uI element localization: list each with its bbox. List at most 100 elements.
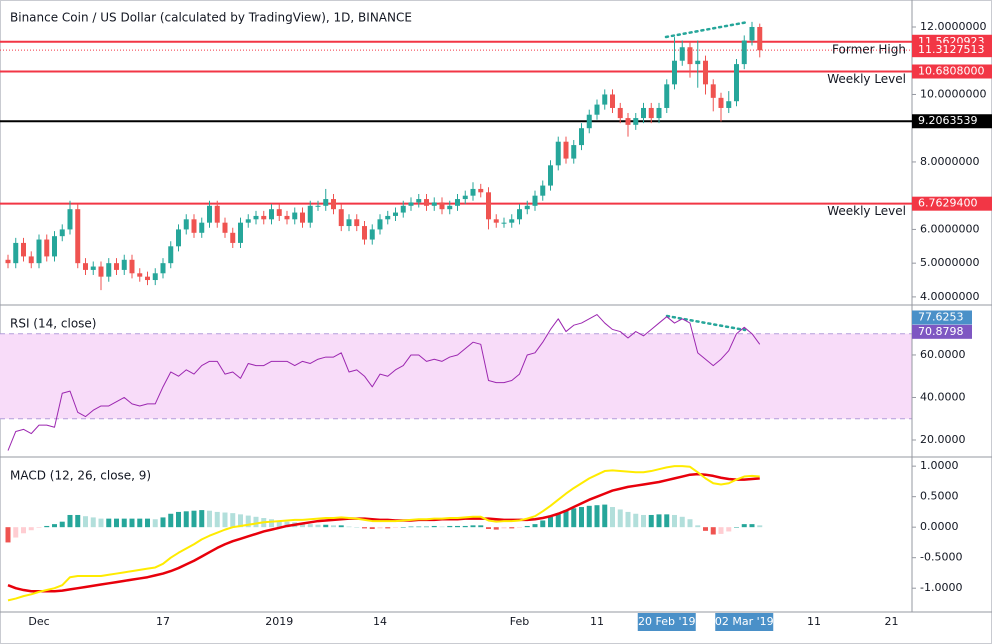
macd-histogram-bar (602, 504, 608, 528)
candle-body (718, 97, 724, 108)
candle-body (679, 47, 685, 61)
candle-body (331, 199, 336, 210)
candle-body (284, 215, 290, 220)
macd-histogram-bar (98, 518, 104, 528)
candle-body (176, 229, 181, 247)
candle-body (532, 195, 538, 206)
candle-body (734, 64, 739, 102)
y-tick-label: 40.0000 (920, 390, 966, 403)
macd-histogram-bar (52, 524, 57, 528)
candle-body (269, 209, 274, 220)
macd-histogram-bar (586, 505, 592, 528)
macd-histogram-bar (307, 524, 313, 528)
y-tick-label: 0.5000 (920, 490, 959, 503)
macd-histogram-bar (331, 525, 336, 528)
macd-histogram-bar (524, 525, 530, 528)
candle-body (238, 222, 243, 243)
macd-histogram-bar (300, 523, 305, 528)
candle-body (346, 219, 352, 227)
macd-histogram-bar (439, 526, 445, 528)
macd-histogram-bar (83, 516, 88, 528)
candle-body (307, 205, 313, 223)
candle-body (408, 202, 414, 206)
candle-body (625, 118, 631, 125)
candle-body (710, 84, 716, 98)
x-tick-label: Feb (510, 615, 529, 628)
macd-histogram-bar (199, 510, 205, 528)
macd-histogram-bar (13, 527, 19, 538)
rsi-band (0, 333, 912, 419)
macd-histogram-bar (191, 510, 197, 528)
macd-histogram-bar (641, 514, 646, 528)
x-tick-label: 14 (373, 615, 387, 628)
candle-body (222, 222, 228, 233)
candle-body (757, 26, 763, 51)
candle-body (114, 263, 119, 270)
chart-title: Binance Coin / US Dollar (calculated by … (10, 11, 412, 25)
macd-histogram-bar (207, 510, 212, 528)
macd-histogram-bar (447, 525, 453, 528)
candle-body (493, 219, 499, 223)
candle-body (424, 199, 429, 206)
candle-body (199, 222, 205, 233)
macd-histogram-bar (238, 514, 243, 528)
candle-body (385, 215, 391, 220)
candle-body (610, 94, 615, 108)
candle-body (207, 205, 212, 223)
candle-body (470, 188, 476, 196)
macd-line (7, 465, 760, 602)
macd-histogram-bar (672, 514, 677, 528)
level-name: Weekly Level (827, 204, 906, 218)
candle-body (300, 212, 305, 223)
macd-histogram-bar (253, 516, 259, 528)
candle-body (44, 239, 50, 257)
macd-histogram-bar (369, 527, 375, 530)
candle-body (369, 229, 375, 240)
candle-body (52, 236, 57, 257)
macd-histogram-bar (648, 514, 654, 528)
candle-body (90, 266, 96, 270)
macd-histogram-bar (385, 527, 391, 529)
candle-body (59, 229, 65, 237)
candle-body (509, 219, 515, 223)
macd-histogram-bar (121, 518, 127, 528)
macd-histogram-bar (323, 524, 329, 528)
candle-body (741, 40, 747, 65)
candle-body (13, 242, 19, 264)
x-tick-label: 21 (885, 615, 899, 628)
candle-body (83, 263, 88, 270)
macd-histogram-bar (501, 527, 507, 529)
macd-histogram-bar (160, 517, 166, 528)
macd-histogram-bar (129, 518, 135, 528)
candle-body (695, 60, 701, 65)
candle-body (641, 107, 646, 119)
macd-histogram-bar (710, 527, 716, 535)
rsi-marker-bg (912, 310, 972, 325)
macd-histogram-bar (145, 518, 150, 528)
candle-body (400, 205, 406, 213)
candle-body (540, 185, 546, 196)
candle-body (617, 107, 623, 119)
candle-body (276, 209, 282, 216)
macd-histogram-bar (486, 527, 491, 530)
macd-histogram-bar (214, 511, 220, 528)
candle-body (230, 232, 236, 243)
candle-body (672, 60, 677, 85)
macd-histogram-bar (664, 514, 670, 528)
macd-histogram-bar (617, 509, 623, 528)
y-tick-label: 4.0000000 (920, 290, 980, 303)
macd-histogram-bar (377, 527, 383, 529)
x-tick-label: 17 (156, 615, 170, 628)
macd-histogram-bar (555, 513, 561, 528)
candle-body (28, 256, 34, 264)
macd-histogram-bar (168, 513, 174, 528)
candle-body (214, 205, 220, 223)
candle-body (726, 101, 732, 108)
macd-histogram-bar (346, 526, 352, 528)
macd-histogram-bar (431, 525, 437, 528)
y-tick-label: 5.0000000 (920, 256, 980, 269)
macd-histogram-bar (114, 518, 119, 528)
candle-body (245, 219, 251, 223)
macd-histogram-bar (517, 527, 522, 528)
macd-histogram-bar (679, 516, 685, 528)
